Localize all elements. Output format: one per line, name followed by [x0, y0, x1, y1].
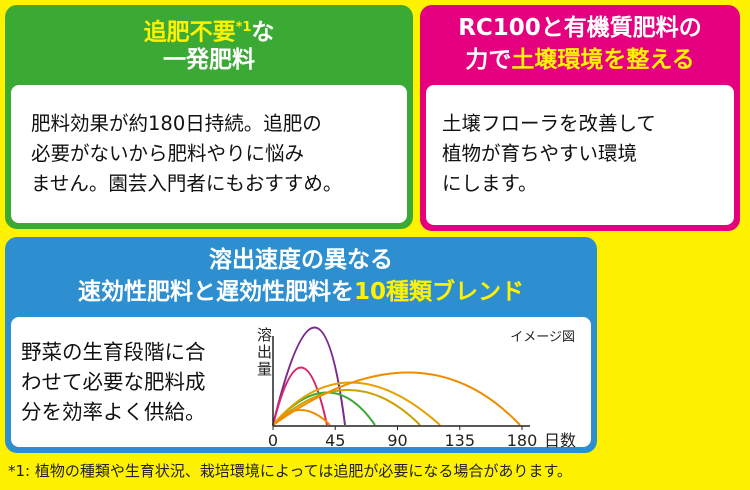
body-line: 野菜の生育段階に合 [21, 340, 206, 364]
title-line: 速効性肥料と遅効性肥料を10種類ブレンド [5, 277, 597, 307]
x-axis-label: 日数 [544, 431, 576, 450]
chart-note: イメージ図 [510, 330, 575, 345]
title-line: 一発肥料 [163, 47, 255, 73]
body-line: わせて必要な肥料成 [21, 370, 206, 394]
panel-magenta: RC100と有機質肥料の 力で土壌環境を整える 土壌フローラを改善して 植物が育… [420, 5, 740, 231]
body-line: 植物が育ちやすい環境 [442, 142, 638, 165]
curve [272, 326, 346, 426]
title-part: な [251, 19, 275, 46]
curves [272, 326, 521, 426]
title-line: 追肥不要*1な [5, 13, 413, 48]
title-line: 力で土壌環境を整える [420, 45, 740, 75]
x-tick-label: 180 [507, 431, 538, 450]
x-ticks: 0 45 90 135 180 [268, 426, 537, 450]
panel-green: 追肥不要*1な 一発肥料 肥料効果が約180日持続。追肥の 必要がないから肥料や… [5, 5, 413, 229]
body-line: 肥料効果が約180日持続。追肥の [31, 112, 322, 135]
title-part: 10種類ブレンド [353, 279, 524, 305]
body-text: 野菜の生育段階に合 わせて必要な肥料成 分を効率よく供給。 [21, 337, 206, 427]
title-part: 土壌環境を整える [511, 47, 695, 73]
body-line: 必要がないから肥料やりに悩み [31, 142, 305, 165]
title-part: 速効性肥料と遅効性肥料を [77, 279, 354, 305]
body-line: ません。園芸入門者にもおすすめ。 [31, 172, 343, 195]
curve [272, 409, 331, 426]
body-line: 分を効率よく供給。 [21, 400, 206, 424]
x-tick-label: 90 [387, 431, 407, 450]
title-line: RC100と有機質肥料の [458, 15, 702, 41]
y-axis-label: 溶出量 [257, 326, 272, 378]
curve [272, 371, 521, 426]
panel-body: 土壌フローラを改善して 植物が育ちやすい環境 にします。 [426, 85, 734, 225]
x-tick-label: 0 [268, 431, 278, 450]
title-part: 力で [465, 47, 512, 73]
x-tick-label: 45 [325, 431, 345, 450]
curve [272, 366, 328, 426]
title-part: *1 [235, 20, 252, 35]
panel-body: 肥料効果が約180日持続。追肥の 必要がないから肥料やりに悩み ません。園芸入門… [11, 85, 407, 223]
body-text: 土壌フローラを改善して 植物が育ちやすい環境 にします。 [442, 109, 656, 199]
body-line: 土壌フローラを改善して [442, 112, 656, 135]
x-tick-label: 135 [444, 431, 475, 450]
body-line: にします。 [442, 172, 538, 195]
footnote: *1: 植物の種類や生育状況、栽培環境によっては追肥が必要になる場合があります。 [8, 462, 572, 480]
curve [272, 389, 421, 426]
title-part: 追肥不要 [143, 19, 236, 46]
body-text: 肥料効果が約180日持続。追肥の 必要がないから肥料やりに悩み ません。園芸入門… [31, 109, 342, 199]
title-line: 溶出速度の異なる [209, 247, 393, 273]
